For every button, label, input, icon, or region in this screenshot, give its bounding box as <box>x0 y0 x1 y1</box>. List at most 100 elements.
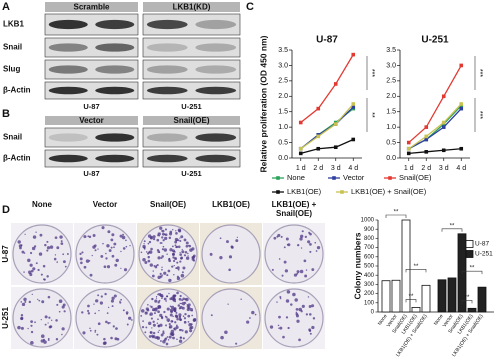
cell-line-label: U-251 <box>1 307 10 329</box>
colony <box>172 253 175 256</box>
colony <box>173 259 176 263</box>
colony <box>300 234 304 238</box>
blot-band <box>195 19 237 30</box>
blot-band <box>195 43 237 52</box>
colony <box>47 339 50 341</box>
colony <box>161 268 163 271</box>
blot-band <box>146 19 188 30</box>
legend-swatch <box>465 250 474 258</box>
blot-band <box>48 43 88 52</box>
colony <box>40 318 42 321</box>
colony <box>191 314 194 317</box>
colony <box>111 233 115 237</box>
colony <box>44 243 47 247</box>
colony <box>140 315 143 317</box>
colony <box>161 274 164 276</box>
colony <box>40 273 43 276</box>
colony <box>157 318 159 321</box>
series-marker <box>424 150 429 154</box>
blot-group-label: LKB1(KD) <box>173 3 211 12</box>
colony <box>185 241 189 245</box>
colony <box>187 252 189 255</box>
colony <box>181 299 184 302</box>
colony <box>119 300 121 303</box>
colony <box>235 342 238 345</box>
blot-row <box>142 37 241 58</box>
colony <box>81 311 84 314</box>
blot-band <box>48 19 88 30</box>
colony <box>21 250 25 254</box>
series-marker <box>459 106 464 111</box>
colony <box>29 263 33 267</box>
colony <box>283 246 286 249</box>
series-marker <box>406 151 411 156</box>
colony <box>54 236 58 240</box>
colony <box>35 231 37 233</box>
legend-label: U-251 <box>475 251 493 258</box>
blot-group-label: Scramble <box>73 3 110 12</box>
colony <box>79 252 82 255</box>
colony <box>271 268 274 271</box>
blot-band <box>48 86 88 95</box>
colony <box>110 336 113 340</box>
colony <box>308 328 311 332</box>
blot-row <box>44 37 139 58</box>
significance-label: ** <box>414 264 419 270</box>
significance-label: *** <box>476 69 483 77</box>
colony <box>219 255 223 260</box>
colony <box>277 324 280 327</box>
colony <box>55 319 58 322</box>
colony <box>162 331 165 335</box>
y-tick-label: 500 <box>364 264 375 270</box>
colony <box>42 264 46 268</box>
series-line <box>408 103 462 150</box>
colony <box>152 235 156 239</box>
significance-label: ** <box>470 266 475 272</box>
colony <box>163 248 168 252</box>
colony <box>180 273 185 278</box>
series-marker <box>351 52 356 57</box>
series-marker <box>298 151 303 156</box>
colony <box>312 317 316 320</box>
colony <box>168 258 171 261</box>
colony <box>176 317 179 321</box>
colony <box>177 268 180 271</box>
colony <box>114 263 118 267</box>
colony <box>179 336 183 339</box>
colony <box>182 337 185 340</box>
y-tick-label: 2.0 <box>386 93 396 100</box>
colony <box>30 341 34 345</box>
colony <box>156 322 159 324</box>
colony <box>149 314 151 316</box>
colony <box>179 237 181 239</box>
colony <box>180 302 183 305</box>
significance-bracket <box>461 270 483 275</box>
colony <box>115 327 118 330</box>
colony <box>46 275 49 278</box>
colony <box>147 259 151 263</box>
colony <box>159 323 163 327</box>
colony <box>176 338 178 341</box>
bar <box>391 279 401 313</box>
series-marker <box>459 102 464 106</box>
colony <box>120 250 122 253</box>
colony <box>178 297 182 301</box>
colony <box>34 321 36 324</box>
colony <box>167 320 170 323</box>
colony <box>293 273 298 277</box>
colony <box>176 324 178 327</box>
y-tick-label: 200 <box>364 291 375 297</box>
colony <box>100 254 104 258</box>
colony <box>110 238 114 242</box>
colony <box>269 325 274 329</box>
colony <box>278 327 280 329</box>
series-marker <box>316 106 321 111</box>
dish <box>75 224 135 284</box>
x-tick-label: 1 d <box>404 165 414 172</box>
colony <box>304 235 307 239</box>
blot-band <box>95 154 135 163</box>
series-marker <box>351 105 356 109</box>
colony <box>30 269 34 273</box>
significance-label: ** <box>465 295 470 301</box>
colony <box>294 298 298 302</box>
